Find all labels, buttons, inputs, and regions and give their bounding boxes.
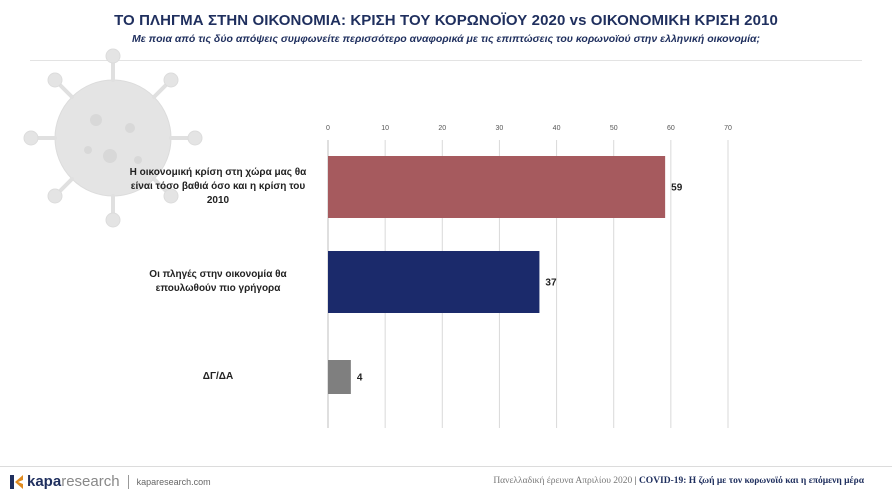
footer-info: Πανελλαδική έρευνα Απριλίου 2020 | COVID… bbox=[493, 476, 864, 486]
footer-divider bbox=[0, 466, 892, 467]
subtitle: Με ποια από τις δύο απόψεις συμφωνείτε π… bbox=[131, 33, 761, 45]
category-label: Οι πληγές στην οικονομία θα επουλωθούν πι… bbox=[118, 268, 318, 296]
website-link[interactable]: kaparesearch.com bbox=[136, 476, 211, 487]
category-label-line: 2010 bbox=[206, 195, 230, 206]
category-label-line: Η οικονομική κρίση στη χώρα μας θα bbox=[129, 167, 307, 178]
kapa-research-logo: kapa research bbox=[10, 473, 120, 490]
data-label: 59 bbox=[671, 183, 683, 194]
kapa-logo-icon bbox=[10, 474, 23, 489]
bar bbox=[328, 156, 666, 218]
category-label: ΔΓ/ΔΑ bbox=[118, 370, 318, 384]
x-tick-label: 40 bbox=[553, 125, 561, 132]
header-divider bbox=[30, 60, 862, 61]
category-label-line: είναι τόσο βαθιά όσο και η κρίση του bbox=[130, 181, 306, 192]
footer-separator-line bbox=[127, 474, 129, 489]
x-tick-label: 0 bbox=[326, 125, 330, 132]
survey-topic: COVID-19: Η ζωή με τον κορωνοϊό και η επ… bbox=[638, 476, 864, 486]
footer-separator: | bbox=[634, 476, 637, 486]
category-label-line: Οι πληγές στην οικονομία θα bbox=[149, 269, 287, 280]
bar bbox=[328, 251, 540, 313]
brand-kapa: kapa bbox=[27, 473, 62, 490]
data-label: 37 bbox=[545, 278, 557, 289]
category-label-line: ΔΓ/ΔΑ bbox=[202, 371, 234, 382]
x-tick-label: 10 bbox=[381, 125, 389, 132]
survey-name: Πανελλαδική έρευνα Απριλίου 2020 bbox=[493, 476, 633, 486]
x-tick-label: 60 bbox=[667, 125, 675, 132]
bar bbox=[328, 360, 351, 394]
data-label: 4 bbox=[357, 373, 363, 384]
x-tick-label: 70 bbox=[724, 125, 732, 132]
category-label-line: επουλωθούν πιο γρήγορα bbox=[155, 283, 281, 294]
footer-brand: kapa research kaparesearch.com bbox=[10, 473, 211, 490]
x-tick-label: 30 bbox=[496, 125, 504, 132]
bar-chart: 0 10 20 30 40 50 60 70 59 37 4 bbox=[326, 125, 732, 428]
category-label: Η οικονομική κρίση στη χώρα μας θα είναι … bbox=[118, 166, 318, 208]
brand-research: research bbox=[61, 473, 120, 490]
x-tick-label: 20 bbox=[438, 125, 446, 132]
x-tick-label: 50 bbox=[610, 125, 618, 132]
title: ΤΟ ΠΛΗΓΜΑ ΣΤΗΝ ΟΙΚΟΝΟΜΙΑ: ΚΡΙΣΗ ΤΟΥ ΚΟΡΩ… bbox=[114, 12, 778, 29]
coronavirus-watermark-icon bbox=[23, 48, 203, 228]
